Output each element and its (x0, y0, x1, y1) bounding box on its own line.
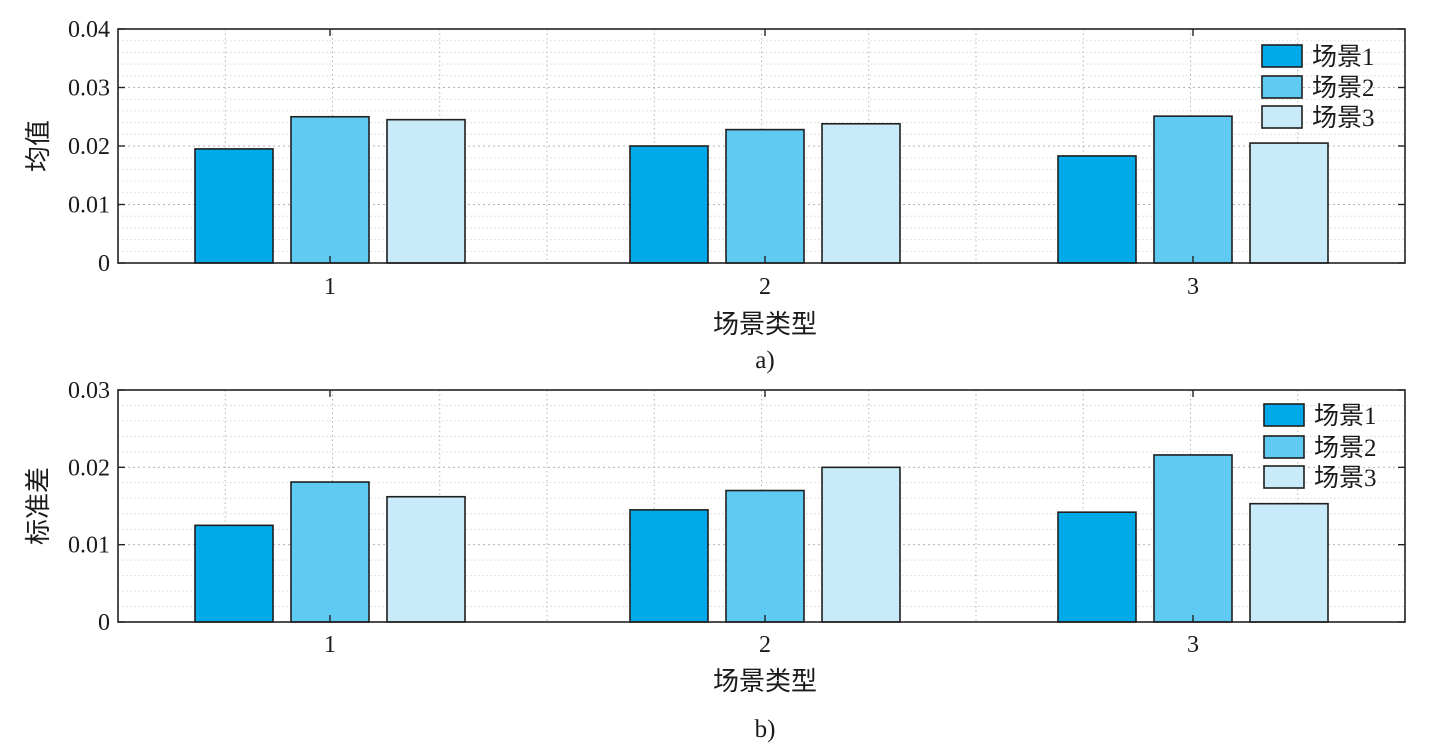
x-tick-label: 2 (759, 274, 771, 300)
bar-series3-cat1 (386, 495, 466, 623)
x-axis-title: 场景类型 (713, 310, 817, 339)
bars (194, 454, 1329, 623)
legend: 场景1 场景2 场景3 (1263, 403, 1377, 492)
bar-series1-cat2 (629, 509, 709, 623)
y-ticks: 0 0.01 0.02 0.03 (68, 378, 1405, 636)
y-axis-title: 均值 (24, 120, 53, 172)
x-tick-label: 3 (1187, 632, 1199, 658)
x-axis-title: 场景类型 (713, 667, 817, 696)
y-tick-label: 0.04 (68, 17, 110, 43)
bar-series3-cat2 (821, 466, 901, 623)
bar-series1-cat2 (629, 145, 709, 264)
bar-series1-cat1 (194, 524, 274, 623)
y-axis-title: 标准差 (24, 467, 53, 545)
x-tick-label: 1 (324, 632, 336, 658)
figure-caption: a) (755, 347, 774, 374)
chart-a-mean: 0 0.01 0.02 0.03 0.04 1 2 3 场景类型 均值 a) 场景1 场景2 场景3 (24, 17, 1406, 374)
y-tick-label: 0.03 (68, 378, 110, 404)
legend-label-series1: 场景1 (1312, 44, 1375, 71)
legend-swatch-series3 (1263, 465, 1305, 489)
y-tick-label: 0 (98, 610, 110, 636)
legend-label-series2: 场景2 (1314, 435, 1377, 462)
y-tick-label: 0.01 (68, 533, 110, 559)
x-ticks: 1 2 3 (324, 29, 1199, 300)
legend-label-series3: 场景3 (1314, 465, 1377, 492)
y-tick-label: 0.03 (68, 76, 110, 102)
y-tick-label: 0 (98, 251, 110, 277)
bar-series1-cat1 (194, 148, 274, 264)
chart-b-std-dev: 0 0.01 0.02 0.03 1 2 3 场景类型 标准差 b) 场景1 场景2 场景3 (24, 378, 1406, 743)
x-tick-label: 3 (1187, 274, 1199, 300)
figure-caption: b) (755, 716, 776, 743)
y-tick-label: 0.02 (68, 134, 110, 160)
bar-series2-cat2 (725, 489, 805, 623)
bar-series2-cat1 (290, 481, 370, 623)
bars (194, 115, 1329, 264)
legend-swatch-series1 (1263, 403, 1305, 427)
legend-label-series1: 场景1 (1314, 403, 1377, 430)
bar-series3-cat3 (1249, 502, 1329, 623)
legend-swatch-series1 (1261, 44, 1303, 68)
plot-frame (117, 389, 1406, 623)
bar-series2-cat3 (1153, 115, 1233, 264)
legend: 场景1 场景2 场景3 (1261, 44, 1375, 132)
legend-label-series2: 场景2 (1312, 75, 1375, 102)
y-tick-label: 0.02 (68, 455, 110, 481)
y-tick-label: 0.01 (68, 193, 110, 219)
bar-series3-cat1 (386, 118, 466, 264)
legend-swatch-series2 (1263, 435, 1305, 459)
legend-swatch-series3 (1261, 105, 1303, 129)
x-ticks: 1 2 3 (324, 390, 1199, 658)
y-ticks: 0 0.01 0.02 0.03 0.04 (68, 17, 1405, 277)
bar-series1-cat3 (1057, 511, 1137, 623)
bar-series1-cat3 (1057, 155, 1137, 264)
bar-series3-cat3 (1249, 142, 1329, 264)
legend-swatch-series2 (1261, 75, 1303, 99)
bar-series2-cat2 (725, 128, 805, 264)
bar-series2-cat3 (1153, 454, 1233, 623)
legend-label-series3: 场景3 (1312, 105, 1375, 132)
bar-series2-cat1 (290, 115, 370, 264)
x-tick-label: 2 (759, 632, 771, 658)
x-tick-label: 1 (324, 274, 336, 300)
bar-series3-cat2 (821, 122, 901, 264)
